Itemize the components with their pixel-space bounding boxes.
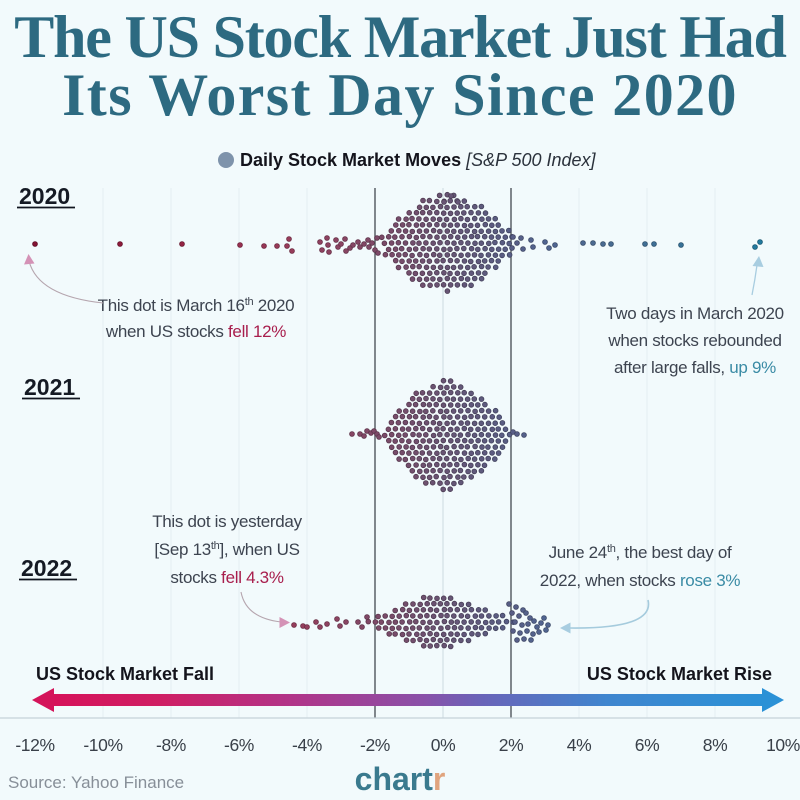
svg-text:Daily Stock Market Moves [S&P: Daily Stock Market Moves [S&P 500 Index] bbox=[240, 150, 597, 170]
svg-text:-6%: -6% bbox=[224, 735, 254, 755]
svg-text:June 24th, the best day of: June 24th, the best day of bbox=[549, 543, 732, 562]
svg-text:2022, when stocks rose 3%: 2022, when stocks rose 3% bbox=[540, 571, 741, 590]
svg-text:[Sep 13th], when US: [Sep 13th], when US bbox=[154, 540, 299, 559]
svg-text:8%: 8% bbox=[703, 735, 728, 755]
svg-text:2022: 2022 bbox=[21, 555, 72, 581]
svg-text:after large falls, up 9%: after large falls, up 9% bbox=[614, 358, 776, 377]
svg-text:-4%: -4% bbox=[292, 735, 322, 755]
svg-text:Two days in March 2020: Two days in March 2020 bbox=[606, 304, 784, 323]
svg-text:chartr: chartr bbox=[355, 761, 446, 797]
svg-text:This dot is yesterday: This dot is yesterday bbox=[152, 512, 302, 531]
svg-text:0%: 0% bbox=[431, 735, 456, 755]
svg-text:The US Stock Market Just Had: The US Stock Market Just Had bbox=[14, 4, 786, 70]
svg-text:2021: 2021 bbox=[24, 374, 75, 400]
svg-text:2020: 2020 bbox=[19, 183, 70, 209]
svg-text:-2%: -2% bbox=[360, 735, 390, 755]
svg-text:when stocks rebounded: when stocks rebounded bbox=[607, 331, 781, 350]
svg-text:stocks fell 4.3%: stocks fell 4.3% bbox=[170, 568, 283, 587]
svg-text:10%: 10% bbox=[766, 735, 800, 755]
svg-text:4%: 4% bbox=[567, 735, 592, 755]
svg-text:-8%: -8% bbox=[156, 735, 186, 755]
svg-text:6%: 6% bbox=[635, 735, 660, 755]
svg-text:US Stock Market Rise: US Stock Market Rise bbox=[587, 664, 772, 684]
svg-text:-12%: -12% bbox=[15, 735, 54, 755]
svg-text:-10%: -10% bbox=[83, 735, 122, 755]
svg-text:Its Worst Day Since 2020: Its Worst Day Since 2020 bbox=[62, 62, 738, 128]
svg-text:This dot is March 16th 2020: This dot is March 16th 2020 bbox=[98, 296, 295, 315]
svg-text:US Stock Market Fall: US Stock Market Fall bbox=[36, 664, 214, 684]
svg-text:Source: Yahoo Finance: Source: Yahoo Finance bbox=[8, 773, 184, 792]
svg-text:when US stocks fell 12%: when US stocks fell 12% bbox=[105, 322, 286, 341]
svg-text:2%: 2% bbox=[499, 735, 524, 755]
